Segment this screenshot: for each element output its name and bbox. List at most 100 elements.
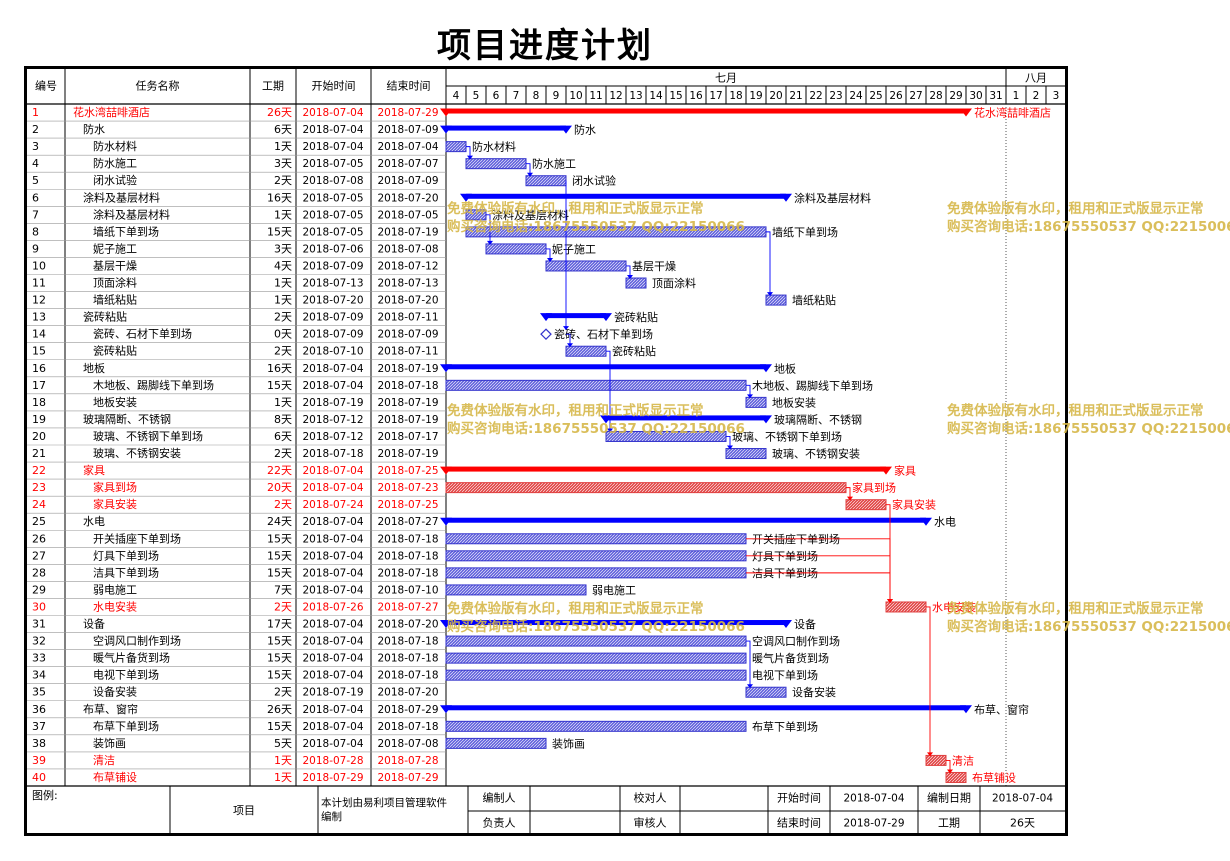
- end-label: 结束时间: [777, 817, 821, 830]
- task-end: 2018-07-19: [377, 414, 438, 426]
- bar-label: 顶面涂料: [652, 276, 696, 290]
- day-label: 1: [1013, 90, 1020, 102]
- task-end: 2018-07-09: [377, 124, 438, 136]
- task-id: 34: [32, 669, 46, 682]
- day-label: 10: [569, 90, 582, 102]
- summary-end-cap: [960, 705, 972, 714]
- day-label: 21: [789, 90, 802, 102]
- watermark-line: 免费体验版有水印，租用和正式版显示正常: [947, 403, 1204, 419]
- task-name: 花水湾喆啡酒店: [73, 105, 150, 119]
- task-end: 2018-07-18: [377, 670, 438, 682]
- column-header: 开始时间: [312, 79, 356, 93]
- task-duration: 3天: [274, 242, 292, 255]
- bar-label: 空调风口制作到场: [752, 634, 840, 648]
- task-start: 2018-07-04: [302, 482, 363, 494]
- task-start: 2018-07-05: [302, 158, 363, 170]
- day-label: 23: [829, 90, 842, 102]
- made-date-label: 编制日期: [927, 791, 971, 805]
- task-name: 水电: [83, 515, 105, 528]
- dependency-link: [846, 487, 851, 499]
- task-id: 24: [32, 498, 46, 511]
- summary-bar: [546, 313, 606, 319]
- task-end: 2018-07-29: [377, 772, 438, 784]
- summary-bar: [446, 364, 766, 370]
- task-name: 瓷砖、石材下单到场: [93, 327, 192, 341]
- bar-label: 布草铺设: [972, 771, 1016, 784]
- task-start: 2018-07-13: [302, 278, 363, 290]
- dependency-link: [526, 163, 531, 175]
- task-duration: 1天: [274, 294, 292, 307]
- task-name: 涂料及基层材料: [93, 207, 170, 221]
- task-bar: [745, 686, 787, 698]
- task-end: 2018-07-09: [377, 329, 438, 341]
- task-bar: [945, 771, 967, 783]
- month-label: 八月: [1025, 72, 1047, 85]
- task-name: 墙纸下单到场: [93, 224, 159, 238]
- task-end: 2018-07-17: [377, 431, 438, 443]
- day-label: 20: [769, 90, 782, 102]
- task-id: 35: [32, 686, 46, 699]
- task-duration: 2天: [274, 686, 292, 699]
- reviewer-label: 审核人: [634, 816, 667, 830]
- bar-label: 玻璃隔断、不锈钢: [774, 412, 862, 426]
- task-start: 2018-07-18: [302, 448, 363, 460]
- dependency-arrow: [627, 275, 633, 280]
- bar-label: 闭水试验: [572, 174, 616, 188]
- watermark: 免费体验版有水印，租用和正式版显示正常 购买咨询电话:18675550537 QQ…: [447, 600, 745, 636]
- task-start: 2018-07-04: [302, 567, 363, 579]
- task-start: 2018-07-19: [302, 687, 363, 699]
- task-start: 2018-07-05: [302, 226, 363, 238]
- task-name: 顶面涂料: [93, 276, 137, 290]
- column-header: 任务名称: [136, 79, 180, 93]
- bar-label: 瓷砖、石材下单到场: [554, 327, 653, 341]
- task-end: 2018-07-19: [377, 363, 438, 375]
- task-duration: 15天: [267, 549, 292, 562]
- task-name: 瓷砖粘贴: [93, 344, 137, 358]
- task-id: 25: [32, 515, 46, 528]
- task-name: 妮子施工: [93, 241, 137, 255]
- task-id: 6: [32, 191, 39, 204]
- task-bar: [445, 737, 547, 749]
- summary-end-cap: [600, 313, 612, 322]
- day-label: 18: [729, 90, 742, 102]
- task-id: 15: [32, 345, 46, 358]
- dependency-link: [726, 436, 731, 448]
- day-label: 3: [1053, 90, 1060, 102]
- summary-bar: [446, 620, 786, 626]
- task-bar: [745, 396, 767, 408]
- task-end: 2018-07-20: [377, 687, 438, 699]
- task-bar: [485, 243, 547, 255]
- task-duration: 0天: [274, 328, 292, 341]
- summary-end-cap: [880, 466, 892, 475]
- summary-bar: [446, 108, 966, 114]
- chart-frame: [24, 66, 1068, 836]
- bar-label: 水电安装: [932, 600, 976, 614]
- watermark-line: 免费体验版有水印，租用和正式版显示正常: [447, 601, 704, 617]
- bar-label: 木地板、踢脚线下单到场: [752, 378, 873, 392]
- task-id: 8: [32, 225, 39, 238]
- dependency-link: [946, 759, 951, 772]
- dependency-link: [466, 146, 471, 158]
- task-id: 38: [32, 737, 46, 750]
- summary-end-cap: [560, 125, 572, 134]
- project-label: 项目: [233, 804, 255, 817]
- summary-start-cap: [440, 517, 452, 526]
- task-end: 2018-07-08: [377, 243, 438, 255]
- task-id: 39: [32, 754, 46, 767]
- task-id: 16: [32, 362, 46, 375]
- task-duration: 3天: [274, 157, 292, 170]
- column-header: 编号: [35, 79, 57, 93]
- task-name: 玻璃隔断、不锈钢: [83, 412, 171, 426]
- task-bar: [725, 448, 767, 460]
- task-end: 2018-07-18: [377, 567, 438, 579]
- dependency-arrow: [927, 752, 933, 757]
- watermark-line: 购买咨询电话:18675550537 QQ:22150066: [947, 219, 1230, 235]
- task-id: 2: [32, 123, 39, 136]
- task-name: 玻璃、不锈钢下单到场: [93, 429, 203, 443]
- bar-label: 地板: [774, 361, 796, 375]
- bar-label: 家具安装: [892, 498, 936, 512]
- task-bar: [445, 584, 587, 596]
- day-label: 13: [629, 90, 642, 102]
- watermark: 免费体验版有水印，租用和正式版显示正常 购买咨询电话:18675550537 QQ…: [447, 200, 745, 236]
